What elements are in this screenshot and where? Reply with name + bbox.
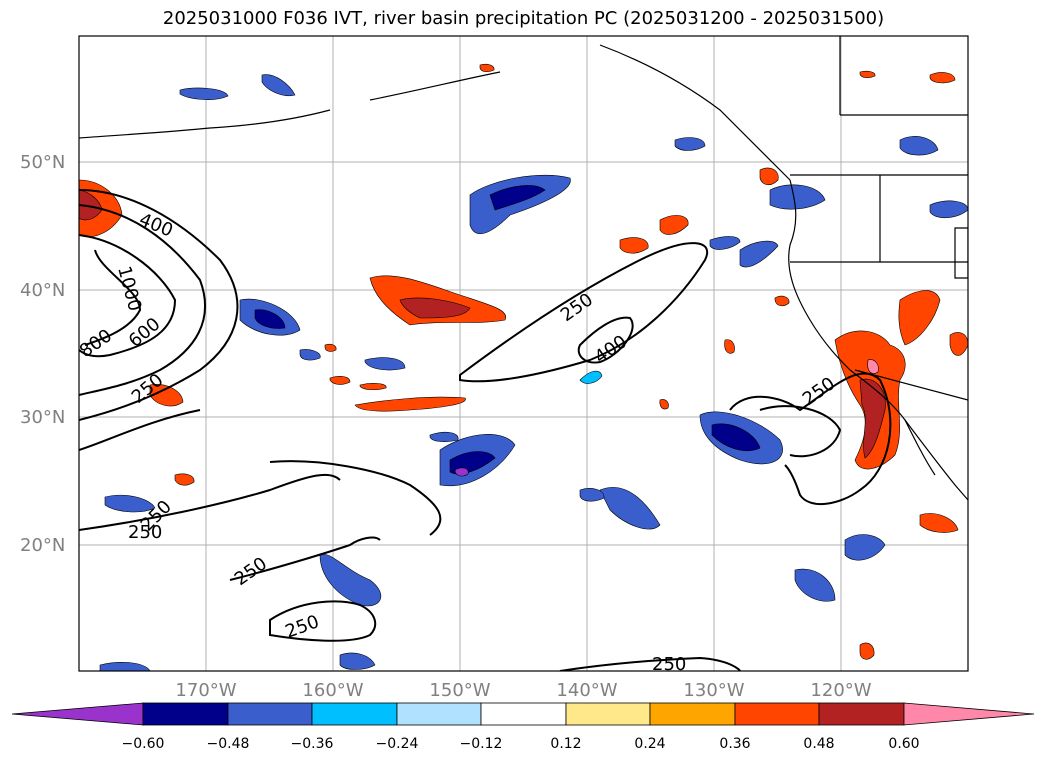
- colorbar-extend-high: [903, 702, 1035, 726]
- colorbar-swatch: [818, 702, 905, 726]
- colorbar: [11, 702, 1035, 726]
- colorbar-tick-label: −0.36: [290, 736, 334, 752]
- colorbar-tick-label: 0.36: [719, 736, 751, 752]
- colorbar-tick-label: −0.60: [121, 736, 165, 752]
- colorbar-swatch: [396, 702, 482, 726]
- lon-label: 150°W: [429, 680, 491, 701]
- colorbar-tick-label: 0.12: [550, 736, 582, 752]
- colorbar-tick-label: 0.60: [888, 736, 920, 752]
- lon-label: 170°W: [175, 680, 237, 701]
- lon-label: 120°W: [810, 680, 872, 701]
- colorbar-tick-label: −0.12: [459, 736, 503, 752]
- colorbar-tick-label: −0.48: [206, 736, 250, 752]
- colorbar-swatch: [734, 702, 820, 726]
- lat-label: 40°N: [20, 280, 66, 301]
- map-plot-area: [79, 36, 968, 671]
- colorbar-swatch: [480, 702, 567, 726]
- colorbar-swatch: [142, 702, 229, 726]
- lon-label: 140°W: [556, 680, 618, 701]
- lon-label: 130°W: [683, 680, 745, 701]
- colorbar-swatch: [311, 702, 398, 726]
- map-frame: [78, 35, 969, 672]
- contour-label: 250: [128, 522, 162, 543]
- contour-label: 250: [652, 654, 686, 675]
- lon-label: 160°W: [302, 680, 364, 701]
- lat-label: 30°N: [20, 407, 66, 428]
- colorbar-tick-label: 0.48: [803, 736, 835, 752]
- graticule: [79, 36, 968, 671]
- coastlines: [79, 36, 968, 501]
- negative-pc-regions: [99, 74, 968, 671]
- colorbar-extend-low: [11, 702, 144, 726]
- colorbar-tick-label: 0.24: [634, 736, 666, 752]
- colorbar-swatch: [565, 702, 651, 726]
- lat-label: 20°N: [20, 535, 66, 556]
- ivt-contours: [79, 189, 892, 671]
- colorbar-swatch: [649, 702, 736, 726]
- positive-pc-regions: [79, 63, 968, 660]
- colorbar-tick-label: −0.24: [375, 736, 419, 752]
- map-title: 2025031000 F036 IVT, river basin precipi…: [162, 8, 885, 29]
- map-content: 400 1000 800 600 250 250 400 250 250 250…: [79, 36, 968, 675]
- colorbar-swatch: [227, 702, 313, 726]
- lat-label: 50°N: [20, 152, 66, 173]
